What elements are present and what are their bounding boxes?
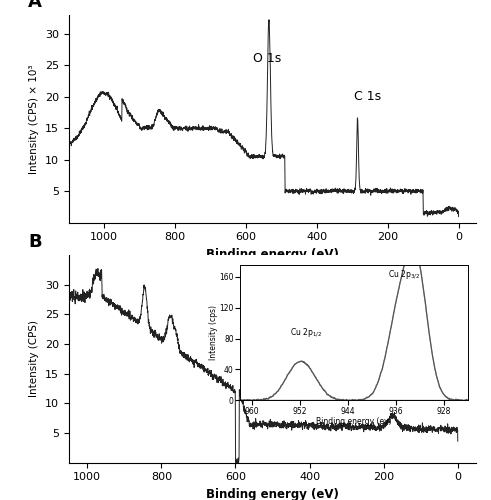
X-axis label: Binding energy (eV): Binding energy (eV)	[206, 248, 339, 261]
Text: A: A	[28, 0, 42, 11]
Text: C 1s: C 1s	[354, 90, 381, 103]
Text: O 1s: O 1s	[253, 52, 281, 65]
Text: B: B	[28, 233, 42, 251]
X-axis label: Binding energy (eV): Binding energy (eV)	[206, 488, 339, 500]
Y-axis label: Intensity (CPS): Intensity (CPS)	[29, 320, 39, 397]
Y-axis label: Intensity (CPS) × 10³: Intensity (CPS) × 10³	[29, 64, 39, 174]
